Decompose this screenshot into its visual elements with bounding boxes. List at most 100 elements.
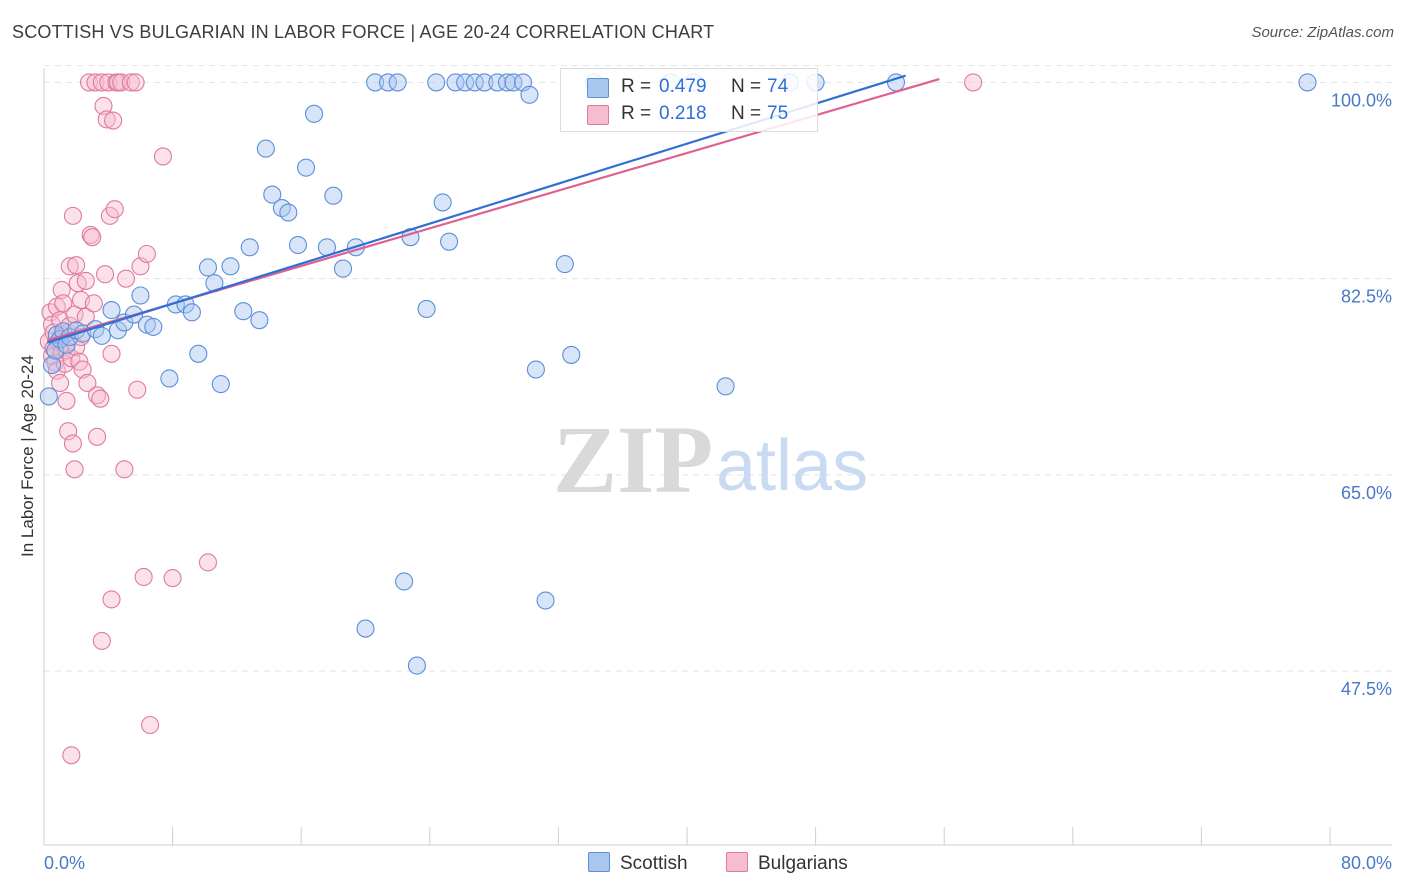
stats-legend: R = 0.479 N = 74 R = 0.218 N = 75	[560, 68, 818, 132]
scottish-point	[388, 73, 407, 92]
scottish-point	[46, 341, 65, 360]
scottish-point	[92, 326, 111, 345]
scottish-point	[366, 73, 385, 92]
scottish-point	[446, 73, 465, 92]
bulgarian-point	[60, 257, 79, 276]
bulgarian-point	[105, 200, 124, 219]
scottish-point	[440, 232, 459, 251]
bulgarian-point	[153, 147, 173, 166]
legend-row-bulgarian: R = 0.218 N = 75	[561, 100, 817, 128]
scottish-point	[716, 377, 735, 396]
bulgarian-point	[134, 567, 153, 587]
scottish-point	[475, 73, 494, 92]
scottish-point	[488, 73, 507, 92]
legend-swatch-scottish	[588, 852, 610, 872]
bulgarian-point	[87, 386, 107, 405]
gridlines	[44, 65, 1392, 672]
bulgarian-point	[76, 271, 95, 290]
bulgarian-point	[62, 746, 81, 765]
bulgarian-point	[163, 569, 182, 588]
bulgarian-point	[91, 389, 110, 408]
scottish-n-label: N =	[731, 76, 762, 97]
scottish-point	[221, 257, 240, 276]
x-tick-label-min: 0.0%	[44, 853, 85, 873]
bulgarian-point	[198, 553, 218, 572]
bulgarian-points	[39, 73, 983, 765]
bulgarian-point	[94, 96, 113, 116]
scottish-point	[240, 238, 259, 257]
scottish-r-value: 0.479	[659, 76, 707, 97]
bulgarian-point	[67, 256, 86, 275]
scottish-point	[279, 203, 298, 222]
bulgarian-point	[137, 244, 156, 264]
bulgarian-point	[63, 434, 82, 453]
bulgarian-point	[92, 631, 111, 650]
scottish-point	[296, 158, 316, 177]
scottish-point	[456, 73, 475, 92]
bulgarian-r-value: 0.218	[659, 103, 707, 124]
scottish-point	[144, 317, 163, 336]
bulgarian-point	[65, 460, 84, 479]
scottish-point	[333, 259, 353, 278]
tick-labels: 0.0% 80.0% 100.0% 82.5% 65.0% 47.5%	[44, 90, 1392, 873]
y-tick-label: 65.0%	[1341, 483, 1392, 503]
scottish-point	[433, 193, 452, 212]
scottish-point	[256, 139, 275, 158]
scottish-point	[102, 301, 121, 320]
scottish-r-label: R =	[621, 76, 652, 97]
scottish-n-value: 74	[767, 76, 789, 97]
bulgarian-point	[83, 228, 102, 247]
bulgarian-point	[104, 111, 123, 130]
scottish-point	[211, 375, 230, 394]
scottish-point	[526, 360, 545, 379]
bulgarian-point	[128, 380, 147, 399]
watermark-zip: ZIP	[553, 406, 713, 513]
bulgarian-point	[63, 206, 82, 225]
scottish-point	[427, 73, 446, 92]
scottish-point	[378, 73, 398, 92]
scottish-point	[356, 619, 375, 638]
scottish-point	[234, 302, 253, 321]
legend-label-scottish: Scottish	[620, 853, 688, 874]
bulgarian-point	[102, 344, 121, 363]
source-label: Source: ZipAtlas.com	[1251, 24, 1394, 41]
scottish-point	[305, 104, 324, 123]
chart-title: SCOTTISH VS BULGARIAN IN LABOR FORCE | A…	[12, 22, 715, 42]
scottish-point	[250, 311, 269, 330]
bulgarian-point	[51, 373, 70, 393]
axes	[43, 68, 1392, 846]
bulgarian-point	[73, 360, 92, 379]
scottish-point	[417, 299, 436, 319]
scottish-points	[39, 73, 1317, 675]
bulgarian-point	[79, 73, 99, 92]
watermark-atlas: atlas	[716, 426, 868, 506]
bulgarian-point	[84, 294, 103, 313]
bulgarian-point	[52, 280, 71, 299]
bulgarian-point	[54, 294, 73, 313]
y-tick-label: 82.5%	[1341, 287, 1392, 307]
scottish-point	[1298, 73, 1317, 92]
bulgarian-swatch	[587, 105, 609, 125]
bulgarian-point	[96, 265, 115, 284]
bulgarian-point	[92, 73, 111, 92]
scottish-point	[160, 369, 179, 388]
bulgarian-n-value: 75	[767, 103, 789, 124]
bulgarian-point	[116, 269, 136, 288]
watermark: ZIP atlas	[553, 406, 868, 513]
scottish-point	[182, 303, 201, 322]
scottish-point	[189, 344, 208, 363]
bulgarian-point	[141, 715, 160, 735]
scottish-point	[536, 591, 555, 610]
bulgarian-point	[78, 373, 97, 393]
scottish-point	[407, 656, 426, 675]
legend-item-scottish[interactable]: Scottish	[588, 852, 688, 875]
scottish-point	[39, 387, 58, 406]
scottish-point	[131, 286, 150, 305]
y-tick-label: 47.5%	[1341, 679, 1392, 699]
x-tick-label-max: 80.0%	[1341, 853, 1392, 873]
scottish-point	[562, 345, 581, 364]
scottish-point	[520, 85, 539, 104]
bulgarian-n-label: N =	[731, 103, 762, 124]
legend-item-bulgarians[interactable]: Bulgarians	[726, 852, 848, 875]
